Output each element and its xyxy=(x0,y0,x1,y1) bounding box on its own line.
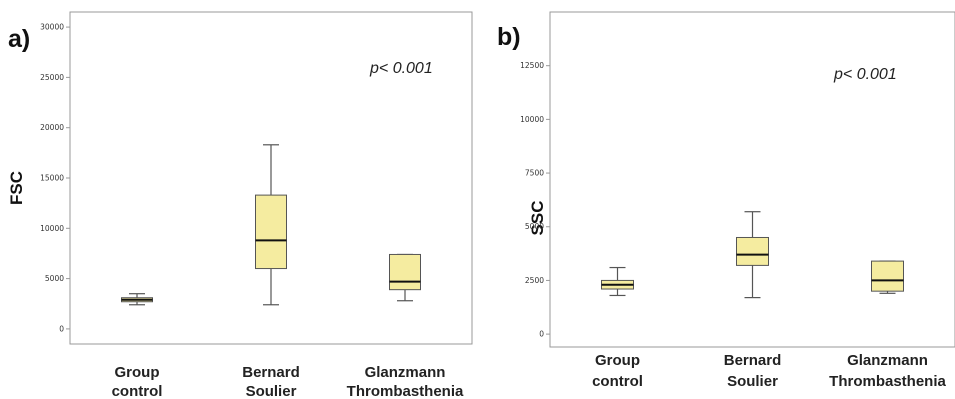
y-tick-label: 25000 xyxy=(40,73,64,82)
category-labels: Group control Bernard Soulier Glanzmann Throm… xyxy=(592,352,946,390)
box-iqr xyxy=(871,260,904,292)
category-labels: Group control Bernard Soulier Glanzmann Throm… xyxy=(112,364,464,399)
boxes xyxy=(121,144,421,306)
y-tick-label: 5000 xyxy=(45,274,64,283)
box-iqr xyxy=(389,253,421,291)
p-value-annotation: p< 0.001 xyxy=(833,66,897,83)
y-tick-label: 0 xyxy=(539,330,544,339)
y-tick-label: 10000 xyxy=(40,224,64,233)
panel-label: a) xyxy=(8,25,30,53)
y-axis-label: SSC xyxy=(528,201,547,236)
y-tick-label: 7500 xyxy=(525,169,544,178)
category-label: Soulier xyxy=(727,373,778,390)
panel-label: b) xyxy=(497,23,521,51)
category-label: Group xyxy=(595,352,640,369)
y-tick-label: 20000 xyxy=(40,123,64,132)
category-label: control xyxy=(112,383,163,399)
y-ticks: 0 5000 10000 15000 20000 25000 30000 xyxy=(40,23,70,333)
category-label: Glanzmann xyxy=(365,364,446,381)
category-label: Soulier xyxy=(246,383,297,399)
fsc-boxplot: a) FSC p< 0.001 0 5000 10000 15000 20000 2500… xyxy=(7,11,473,399)
y-tick-label: 15000 xyxy=(40,174,64,183)
category-label: Group xyxy=(115,364,160,381)
y-tick-label: 0 xyxy=(59,324,64,333)
y-tick-label: 2500 xyxy=(525,276,544,285)
category-label: Bernard xyxy=(242,364,300,381)
chart-panel-b: b) SSC p< 0.001 0 2500 5000 7500 10000 12500 … xyxy=(485,0,955,399)
p-value-annotation: p< 0.001 xyxy=(369,60,433,77)
y-ticks: 0 2500 5000 7500 10000 12500 xyxy=(520,61,550,339)
category-label: Thrombasthenia xyxy=(347,383,464,399)
category-label: Thrombasthenia xyxy=(829,373,946,390)
y-axis-label: FSC xyxy=(7,171,26,205)
y-tick-label: 30000 xyxy=(40,23,64,32)
box-iqr xyxy=(736,236,769,266)
y-tick-label: 5000 xyxy=(525,222,544,231)
category-label: control xyxy=(592,373,643,390)
ssc-boxplot: b) SSC p< 0.001 02500500075001000012500 … xyxy=(497,11,955,390)
box-iqr xyxy=(255,194,287,270)
y-tick-label: 10000 xyxy=(520,115,544,124)
category-label: Glanzmann xyxy=(847,352,928,369)
chart-panel-a: a) FSC p< 0.001 0 5000 10000 15000 20000 2500… xyxy=(7,11,473,399)
plot-frame xyxy=(549,11,955,348)
y-tick-label: 12500 xyxy=(520,61,544,70)
boxes xyxy=(601,211,904,299)
category-label: Bernard xyxy=(724,352,782,369)
